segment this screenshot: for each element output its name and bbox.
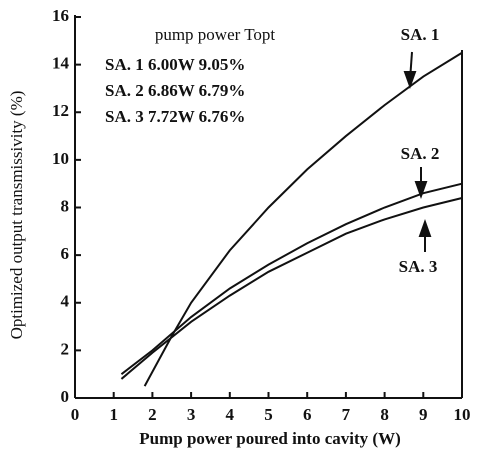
curve-label: SA. 2 (401, 144, 440, 163)
curve-label: SA. 1 (401, 25, 440, 44)
y-tick-label: 16 (52, 6, 69, 25)
annotation: SA. 2 6.86W 6.79% (105, 81, 245, 100)
y-tick-label: 14 (52, 54, 70, 73)
y-tick-label: 2 (61, 339, 70, 358)
y-tick-label: 6 (61, 244, 70, 263)
arrows (403, 51, 432, 252)
y-tick-label: 0 (61, 387, 70, 406)
curve (143, 51, 463, 387)
x-tick-label: 1 (109, 405, 118, 424)
x-axis-label: Pump power poured into cavity (W) (139, 429, 400, 448)
y-tick-label: 10 (52, 149, 69, 168)
x-tick-label: 3 (187, 405, 196, 424)
x-tick-label: 0 (71, 405, 80, 424)
curve (120, 182, 463, 375)
y-tick-label: 4 (61, 292, 70, 311)
x-tick-label: 6 (303, 405, 312, 424)
x-tick-label: 4 (226, 405, 235, 424)
annotation: pump power Topt (155, 25, 276, 44)
annotation: SA. 1 6.00W 9.05% (105, 55, 245, 74)
x-tick-label: 5 (264, 405, 273, 424)
y-axis-label: Optimized output transmissivity (%) (7, 91, 26, 340)
curve-label: SA. 3 (399, 257, 438, 276)
x-tick-label: 7 (342, 405, 351, 424)
curve (120, 197, 463, 380)
annotation: SA. 3 7.72W 6.76% (105, 107, 245, 126)
x-tick-label: 9 (419, 405, 428, 424)
x-tick-label: 2 (148, 405, 157, 424)
y-tick-label: 8 (61, 196, 70, 215)
y-tick-label: 12 (52, 101, 69, 120)
x-tick-label: 10 (454, 405, 471, 424)
x-tick-label: 8 (380, 405, 389, 424)
